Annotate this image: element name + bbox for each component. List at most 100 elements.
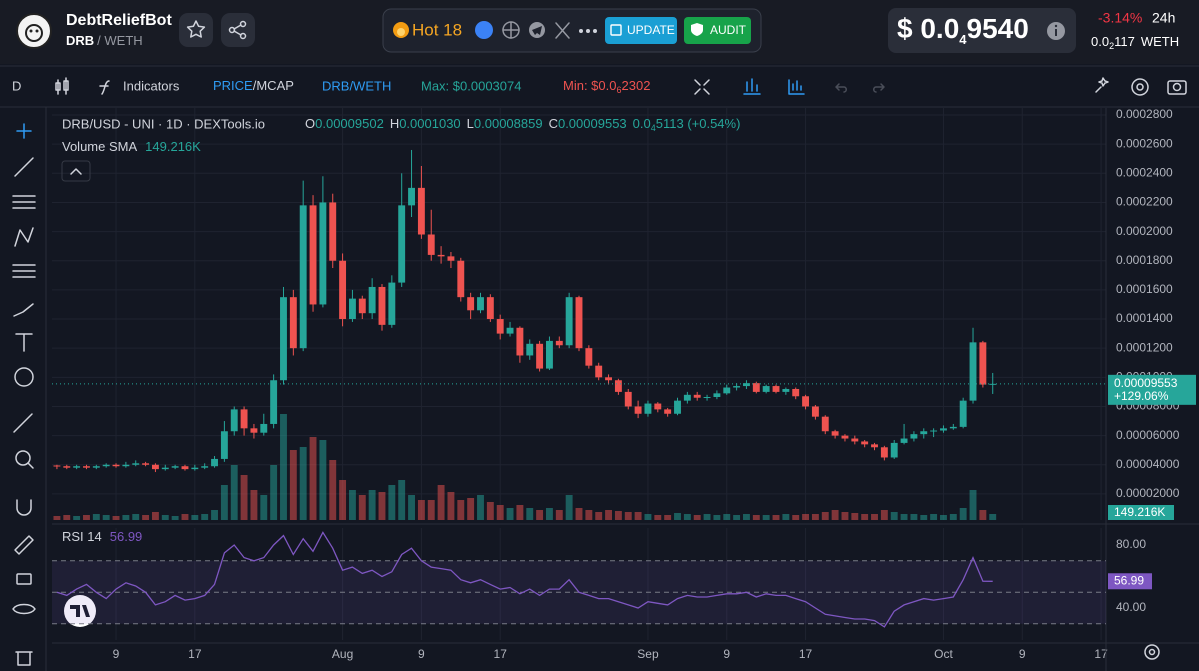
chain-icon[interactable] xyxy=(475,21,493,39)
candle-body xyxy=(112,464,120,467)
token-name: DebtReliefBot xyxy=(66,12,172,29)
volume-bar xyxy=(851,513,859,520)
y-tick-label: 0.0002400 xyxy=(1116,165,1173,179)
x-tick-label: 17 xyxy=(188,647,202,661)
x-tick-label: Aug xyxy=(332,647,353,661)
settings-icon[interactable] xyxy=(1131,78,1149,96)
candle-body xyxy=(289,297,297,349)
candle-body xyxy=(959,400,967,427)
candle-body xyxy=(762,386,770,392)
bottom-settings[interactable] xyxy=(1144,644,1160,660)
change-zeros: 4 xyxy=(651,123,656,133)
y-tick-label: 0.0002000 xyxy=(1116,224,1173,238)
info-icon[interactable] xyxy=(1047,22,1065,40)
volume-bar xyxy=(417,500,425,520)
candle-body xyxy=(132,463,140,465)
min-price: Min: $0.062302 xyxy=(563,78,650,95)
tv-logo xyxy=(64,595,96,627)
last-price-label: 0.00009553 xyxy=(1114,376,1178,390)
rsi-last-label: 56.99 xyxy=(1114,573,1144,587)
y-tick-label: 0.0002800 xyxy=(1116,107,1173,121)
chart-type-icon[interactable] xyxy=(55,77,69,95)
candle-body xyxy=(624,391,632,407)
hot-label: Hot 18 xyxy=(412,20,462,39)
snapshot-icon[interactable] xyxy=(1167,80,1187,95)
candle-body xyxy=(880,447,888,458)
x-icon[interactable] xyxy=(555,22,570,39)
telegram-icon[interactable] xyxy=(529,22,545,38)
volume-bar xyxy=(447,492,455,520)
weth-unit: WETH xyxy=(1141,34,1179,49)
min-prefix: Min: $0.0 xyxy=(563,78,616,93)
candle-body xyxy=(526,343,534,356)
candle-body xyxy=(752,383,760,392)
volume-bar xyxy=(831,510,839,520)
stats-icon[interactable] xyxy=(788,79,805,95)
redo-icon[interactable] xyxy=(873,83,885,93)
volume-bar xyxy=(388,485,396,520)
candle-body xyxy=(408,187,415,206)
share-button[interactable] xyxy=(221,13,255,47)
chart-title: DRB/USD - UNI · 1D · DEXTools.io xyxy=(62,116,265,131)
x-tick-label: 9 xyxy=(113,647,120,661)
volume-bar xyxy=(949,514,957,520)
update-button[interactable]: UPDATE xyxy=(605,17,677,44)
indicators-button[interactable]: Indicators xyxy=(99,78,180,95)
volume-bar xyxy=(634,512,642,520)
volume-bar xyxy=(408,495,415,520)
volume-bar xyxy=(161,515,169,520)
candle-body xyxy=(565,297,573,346)
price-change: -3.14% xyxy=(1098,10,1142,26)
candle-body xyxy=(644,403,652,414)
compare-icon[interactable] xyxy=(743,78,761,95)
volume-legend: Volume SMA 149.216K xyxy=(62,139,201,154)
y-tick-label: 0.00006000 xyxy=(1116,428,1180,442)
collapse-button[interactable] xyxy=(61,160,91,182)
volume-bar xyxy=(496,505,504,520)
pair-toggle[interactable]: DRB/WETH xyxy=(322,78,391,93)
volume-bar xyxy=(772,515,780,520)
hot-badge[interactable]: Hot 18 xyxy=(393,20,462,39)
candle-body xyxy=(969,342,977,401)
x-tick-label: 9 xyxy=(1019,647,1026,661)
volume-bar xyxy=(270,465,278,520)
candle-body xyxy=(821,416,829,432)
candle-body xyxy=(260,423,268,433)
candle-body xyxy=(585,348,593,366)
volume-bar xyxy=(546,508,553,520)
favorite-button[interactable] xyxy=(179,13,213,47)
undo-icon[interactable] xyxy=(835,83,847,93)
candle-body xyxy=(181,466,189,470)
candle-body xyxy=(467,297,475,311)
volume-bar xyxy=(743,514,750,520)
interval[interactable]: D xyxy=(12,78,21,93)
candle-body xyxy=(457,260,465,298)
volume-bar xyxy=(309,437,317,520)
candle-body xyxy=(811,406,819,417)
magic-icon[interactable] xyxy=(1095,77,1109,93)
volume-bar xyxy=(979,510,987,520)
drawing-tools[interactable] xyxy=(12,123,36,666)
more-icon[interactable] xyxy=(579,29,597,33)
website-icon[interactable] xyxy=(502,21,520,39)
candle-body xyxy=(871,444,878,448)
candle-body xyxy=(299,205,307,349)
rsi-tick-label: 80.00 xyxy=(1116,537,1146,551)
candle-body xyxy=(930,430,938,432)
candle-body xyxy=(683,394,691,401)
audit-button[interactable]: AUDIT xyxy=(684,17,751,44)
volume-bar xyxy=(969,490,977,520)
volume-bar xyxy=(811,514,819,520)
volume-bar xyxy=(299,447,307,520)
fullscreen-icon[interactable] xyxy=(694,79,710,95)
candle-body xyxy=(240,409,248,429)
y-tick-label: 0.0001600 xyxy=(1116,282,1173,296)
y-tick-label: 0.00002000 xyxy=(1116,486,1180,500)
candle-body xyxy=(378,286,386,325)
candle-body xyxy=(920,431,928,435)
candle-body xyxy=(792,388,800,397)
volume-bar xyxy=(664,515,672,520)
volume-bar xyxy=(358,495,366,520)
price-mcap[interactable]: PRICE/MCAP xyxy=(213,78,294,93)
